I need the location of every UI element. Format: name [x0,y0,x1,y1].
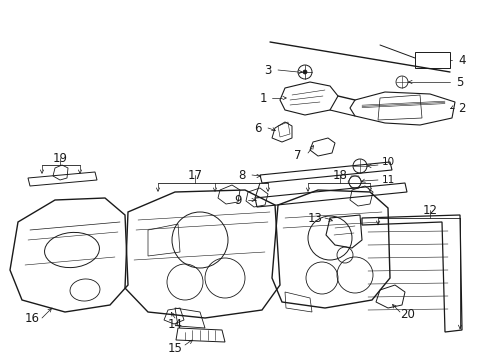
Text: 15: 15 [167,342,182,355]
Text: 6: 6 [254,122,261,135]
Text: 7: 7 [294,149,301,162]
Text: 20: 20 [400,309,415,321]
Text: 18: 18 [332,168,347,181]
Text: 5: 5 [455,76,463,89]
Text: 4: 4 [457,54,465,67]
Text: 9: 9 [234,194,241,207]
Text: 8: 8 [238,168,245,181]
Text: 19: 19 [52,152,67,165]
Text: 13: 13 [307,212,322,225]
Circle shape [303,70,306,74]
Text: 10: 10 [381,157,394,167]
Text: 16: 16 [24,311,40,324]
Text: 11: 11 [381,175,394,185]
Text: 3: 3 [264,63,271,77]
Text: 14: 14 [167,319,182,332]
Text: 17: 17 [187,168,202,181]
Text: 2: 2 [457,102,465,114]
Text: 12: 12 [422,203,437,216]
Text: 1: 1 [259,91,266,104]
